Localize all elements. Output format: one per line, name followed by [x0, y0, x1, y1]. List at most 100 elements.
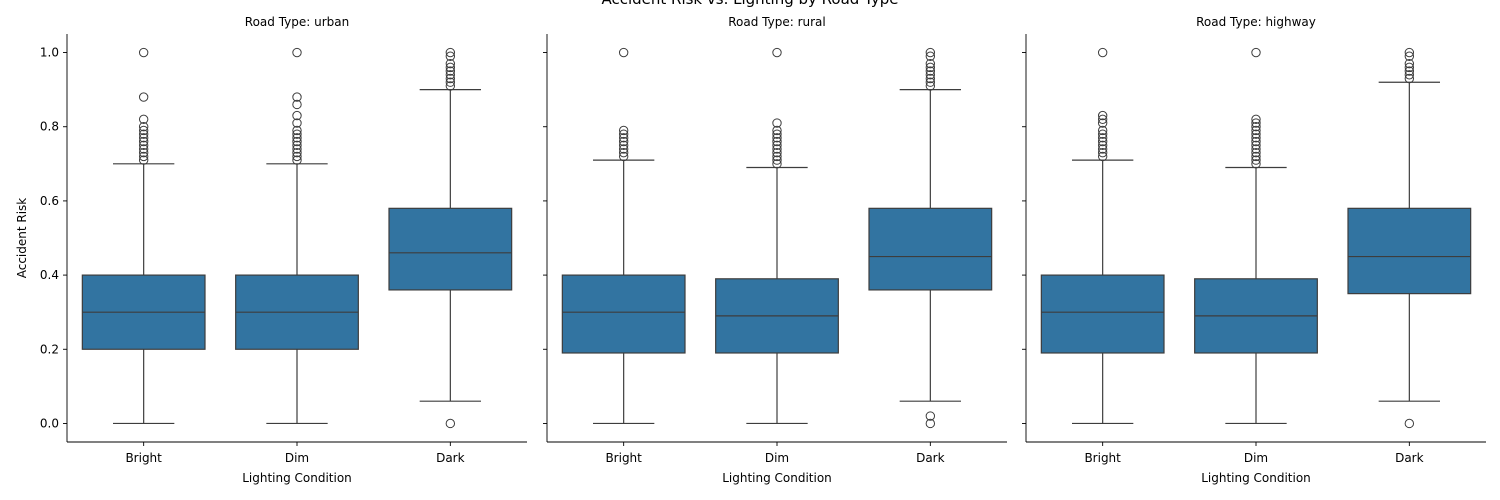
outlier-point: [772, 140, 782, 150]
outlier-point: [292, 151, 302, 162]
outlier-point: [772, 147, 782, 158]
outlier-point: [1404, 51, 1415, 61]
outlier-point: [292, 92, 302, 102]
outlier-point: [772, 136, 782, 147]
outlier-point: [138, 133, 149, 143]
outlier-point: [138, 125, 149, 136]
outlier-point: [445, 73, 456, 84]
panel-2: Road Type: highway Bright Dim Dark Lighting …: [1022, 15, 1486, 485]
outlier-point: [138, 129, 149, 139]
box-iqr: [561, 274, 686, 354]
y-tick-label: 0.8: [40, 120, 59, 134]
outlier-point: [1404, 418, 1415, 429]
outlier-point: [1097, 125, 1108, 136]
outlier-point: [618, 136, 629, 147]
y-axis-label: Accident Risk: [15, 198, 29, 279]
outlier-point: [1251, 144, 1261, 154]
box-iqr: [868, 207, 993, 291]
y-tick-label: 0.6: [40, 194, 59, 208]
outlier-point: [618, 151, 629, 162]
outlier-point: [445, 70, 456, 80]
outlier-point: [772, 47, 782, 58]
outlier-point: [292, 129, 302, 139]
outlier-point: [925, 418, 936, 429]
outlier-point: [925, 47, 936, 58]
x-tick-label: Bright: [605, 451, 642, 465]
box-iqr: [1040, 274, 1165, 354]
outlier-point: [772, 133, 782, 143]
outlier-point: [1097, 151, 1108, 162]
outlier-point: [1251, 114, 1261, 125]
outlier-point: [445, 77, 456, 87]
outlier-point: [618, 147, 629, 158]
outlier-point: [292, 118, 302, 128]
outlier-point: [618, 47, 629, 58]
outlier-point: [445, 418, 456, 429]
outlier-point: [292, 144, 302, 154]
outlier-point: [1251, 125, 1261, 136]
outlier-point: [618, 144, 629, 154]
outlier-point: [1251, 118, 1261, 128]
x-axis-label: Lighting Condition: [242, 471, 352, 485]
outlier-point: [138, 114, 149, 125]
outlier-point: [1097, 144, 1108, 154]
y-tick-label: 0.2: [40, 342, 59, 356]
outlier-point: [292, 140, 302, 150]
outlier-point: [138, 144, 149, 154]
x-tick-label: Bright: [125, 451, 162, 465]
outlier-point: [292, 125, 302, 136]
outlier-point: [1251, 140, 1261, 150]
outlier-point: [445, 81, 456, 91]
outlier-point: [1404, 70, 1415, 80]
outlier-point: [772, 155, 782, 165]
outlier-point: [925, 66, 936, 76]
panel-title: Road Type: rural: [728, 15, 826, 29]
box-bright: [561, 47, 686, 425]
outlier-point: [1251, 133, 1261, 143]
outlier-point: [1251, 155, 1261, 165]
box-dim: [1194, 47, 1318, 425]
outlier-point: [445, 51, 456, 61]
outlier-point: [925, 58, 936, 69]
outlier-point: [1404, 62, 1415, 73]
figure-suptitle: Accident Risk vs. Lighting by Road Type: [0, 0, 1500, 8]
outlier-point: [1097, 47, 1108, 58]
y-tick-label: 0.0: [40, 416, 59, 430]
outlier-point: [1097, 133, 1108, 143]
box-iqr: [1347, 207, 1472, 295]
panel-title: Road Type: urban: [245, 15, 349, 29]
outlier-point: [925, 77, 936, 87]
outlier-point: [292, 110, 302, 121]
outlier-point: [138, 122, 149, 132]
outlier-point: [1251, 47, 1261, 58]
panel-0: Road Type: urban 0.0 0.2 0.4 0.6 0.8 1.0 Bright…: [15, 15, 527, 485]
y-tick-label: 1.0: [40, 46, 59, 60]
outlier-point: [925, 73, 936, 84]
outlier-point: [1097, 114, 1108, 125]
outlier-point: [1404, 58, 1415, 69]
outlier-point: [618, 133, 629, 143]
outlier-point: [138, 147, 149, 158]
box-bright: [1040, 47, 1165, 425]
outlier-point: [445, 58, 456, 69]
outlier-point: [292, 99, 302, 110]
outlier-point: [1251, 122, 1261, 132]
box-bright: [81, 47, 206, 425]
outlier-point: [292, 147, 302, 158]
box-dark: [868, 47, 993, 429]
outlier-point: [138, 155, 149, 165]
outlier-point: [138, 92, 149, 102]
outlier-point: [445, 62, 456, 73]
outlier-point: [1097, 140, 1108, 150]
outlier-point: [1404, 73, 1415, 84]
outlier-point: [1251, 151, 1261, 162]
box-iqr: [388, 207, 513, 291]
outlier-point: [138, 151, 149, 162]
x-tick-label: Dark: [1395, 451, 1424, 465]
outlier-point: [292, 133, 302, 143]
outlier-point: [925, 51, 936, 61]
outlier-point: [772, 125, 782, 136]
outlier-point: [1097, 136, 1108, 147]
outlier-point: [445, 66, 456, 76]
x-axis-label: Lighting Condition: [722, 471, 832, 485]
